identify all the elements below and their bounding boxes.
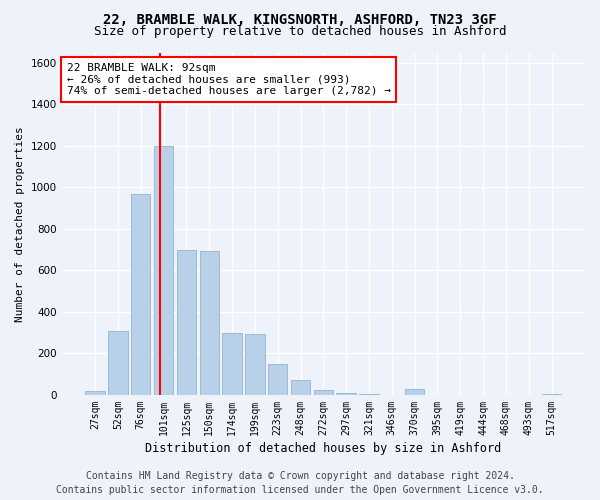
Bar: [223, 332, 242, 395]
Text: 22 BRAMBLE WALK: 92sqm
← 26% of detached houses are smaller (993)
74% of semi-de: 22 BRAMBLE WALK: 92sqm ← 26% of detached…: [67, 63, 391, 96]
Text: 22, BRAMBLE WALK, KINGSNORTH, ASHFORD, TN23 3GF: 22, BRAMBLE WALK, KINGSNORTH, ASHFORD, T…: [103, 12, 497, 26]
Bar: [85, 391, 105, 395]
Bar: [131, 194, 151, 395]
Bar: [337, 393, 356, 395]
Bar: [359, 394, 379, 395]
Bar: [268, 364, 287, 395]
Bar: [314, 390, 333, 395]
Text: Size of property relative to detached houses in Ashford: Size of property relative to detached ho…: [94, 25, 506, 38]
Text: Contains HM Land Registry data © Crown copyright and database right 2024.
Contai: Contains HM Land Registry data © Crown c…: [56, 471, 544, 495]
Bar: [291, 380, 310, 395]
Bar: [405, 388, 424, 395]
Y-axis label: Number of detached properties: Number of detached properties: [15, 126, 25, 322]
Bar: [108, 330, 128, 395]
X-axis label: Distribution of detached houses by size in Ashford: Distribution of detached houses by size …: [145, 442, 502, 455]
Bar: [200, 250, 219, 395]
Bar: [542, 394, 561, 395]
Bar: [177, 250, 196, 395]
Bar: [154, 146, 173, 395]
Bar: [245, 334, 265, 395]
